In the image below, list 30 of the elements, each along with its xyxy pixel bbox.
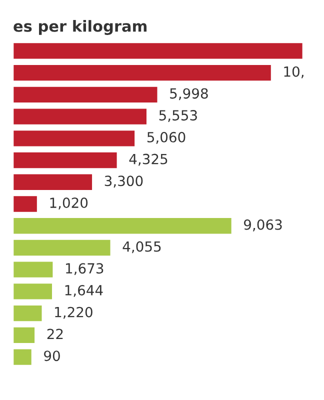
data-label: 1,673 bbox=[66, 263, 104, 276]
bar bbox=[12, 107, 148, 126]
data-label: 9,063 bbox=[244, 219, 282, 232]
data-label: 5,998 bbox=[170, 88, 208, 100]
bar bbox=[12, 194, 38, 214]
data-label: 1,220 bbox=[55, 306, 92, 319]
bar bbox=[12, 348, 33, 366]
annotation: 90 bbox=[44, 350, 60, 362]
data-label: 4,055 bbox=[122, 241, 161, 254]
bar bbox=[12, 85, 159, 104]
data-label: 5,553 bbox=[159, 110, 197, 122]
bar bbox=[12, 216, 233, 236]
data-label: 4,325 bbox=[129, 154, 168, 166]
bar bbox=[12, 151, 118, 170]
bar bbox=[12, 282, 54, 301]
data-label: 1,644 bbox=[65, 284, 103, 297]
bar bbox=[12, 238, 112, 257]
bar bbox=[12, 260, 54, 279]
annotation: 22 bbox=[47, 328, 63, 340]
bar bbox=[12, 326, 36, 344]
chart-title: es per kilogram bbox=[14, 20, 147, 35]
bar bbox=[12, 129, 136, 148]
annotation: 10, bbox=[284, 66, 304, 78]
bar bbox=[12, 304, 44, 323]
bar bbox=[12, 64, 272, 82]
bar bbox=[12, 172, 94, 192]
data-label: 5,060 bbox=[147, 132, 186, 144]
data-label: 3,300 bbox=[104, 176, 143, 188]
data-label: 1,020 bbox=[50, 198, 88, 210]
bar bbox=[12, 42, 304, 60]
